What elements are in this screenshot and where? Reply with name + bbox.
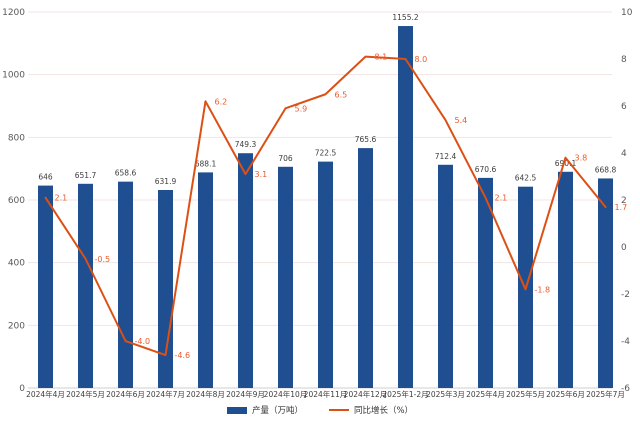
x-axis-label: 2025年3月 [426, 389, 465, 399]
right-axis-tick-label: 0 [621, 243, 627, 253]
line-value-label: -0.5 [95, 255, 111, 264]
bar-value-label: 749.3 [235, 140, 257, 149]
x-axis-label: 2025年6月 [546, 389, 585, 399]
bar [398, 26, 413, 389]
right-axis-tick-label: 6 [621, 102, 627, 112]
right-axis-tick-label: 4 [621, 149, 627, 159]
left-axis-tick-label: 1000 [2, 71, 25, 81]
left-axis-tick-label: 800 [8, 133, 25, 143]
line-value-label: 6.2 [215, 97, 228, 106]
line-value-label: 2.1 [495, 194, 508, 203]
x-axis-label: 2024年9月 [226, 389, 265, 399]
x-axis-label: 2024年7月 [146, 389, 185, 399]
x-axis-label: 2025年7月 [586, 389, 625, 399]
bar [318, 161, 333, 388]
yoy-growth-line [44, 55, 607, 357]
bar [78, 183, 93, 388]
bar [38, 185, 53, 388]
bar-value-label: 631.9 [155, 177, 177, 186]
bar-value-label: 722.5 [315, 149, 337, 158]
line-series-swatch [328, 408, 349, 412]
x-axis-label: 2024年12月 [344, 389, 388, 399]
line-value-label: 8.1 [375, 53, 388, 62]
bar [158, 190, 173, 388]
line-value-label: -4.6 [175, 351, 191, 360]
x-axis-label: 2024年5月 [66, 389, 105, 399]
bar [198, 172, 213, 388]
line-value-label: 5.4 [455, 116, 468, 125]
bar [278, 166, 293, 388]
right-axis-tick-label: -4 [621, 337, 630, 347]
right-axis-tick-label: 2 [621, 196, 627, 206]
right-axis-tick-label: 10 [621, 8, 633, 18]
legend: 产量（万吨） 同比增长（%） [0, 404, 640, 416]
bar-value-label: 642.5 [515, 174, 537, 183]
left-axis-tick-label: 600 [8, 196, 25, 206]
line-value-label: 6.5 [335, 90, 348, 99]
line-value-label: 2.1 [55, 194, 68, 203]
left-axis-tick-label: 1200 [2, 8, 25, 18]
left-axis-tick-label: 400 [8, 259, 25, 269]
bar-series-swatch [226, 406, 247, 414]
x-axis-label: 2025年1-2月 [382, 389, 428, 399]
right-axis-tick-label: -2 [621, 290, 630, 300]
line-value-label: 8.0 [415, 55, 428, 64]
line-value-label: 1.7 [615, 203, 628, 212]
bar-value-label: 765.6 [355, 135, 377, 144]
legend-label-production: 产量（万吨） [251, 406, 303, 416]
bar [558, 171, 573, 388]
x-axis-label: 2024年10月 [264, 389, 308, 399]
x-axis-label: 2024年4月 [26, 389, 65, 399]
bar [358, 148, 373, 388]
line-value-label: 3.1 [255, 170, 268, 179]
legend-item-production: 产量（万吨） [226, 404, 303, 416]
x-axis-label: 2024年11月 [304, 389, 348, 399]
x-axis-label: 2025年4月 [466, 389, 505, 399]
bar-value-label: 668.8 [595, 165, 617, 174]
x-axis-label: 2024年6月 [106, 389, 145, 399]
x-axis-label: 2024年8月 [186, 389, 225, 399]
left-axis-tick-label: 0 [19, 384, 25, 394]
line-value-label: 3.8 [575, 154, 588, 163]
bar-value-label: 712.4 [435, 152, 457, 161]
left-axis-tick-label: 200 [8, 321, 25, 331]
bar-value-label: 688.1 [195, 159, 217, 168]
right-axis-tick-label: -6 [621, 384, 630, 394]
right-axis-tick-label: 8 [621, 55, 627, 65]
bar-value-label: 670.6 [475, 165, 497, 174]
line-value-label: 5.9 [295, 104, 308, 113]
line-value-label: -1.8 [535, 285, 551, 294]
bar-value-label: 706 [278, 154, 293, 163]
bar-value-label: 646 [38, 173, 53, 182]
bar [118, 181, 133, 388]
legend-label-yoy-growth: 同比增长（%） [353, 406, 414, 416]
bar [598, 178, 613, 388]
line-value-label: -4.0 [135, 337, 151, 346]
bar-value-label: 658.6 [115, 169, 137, 178]
bar [438, 164, 453, 388]
bar-value-label: 690.1 [555, 159, 577, 168]
bar [478, 177, 493, 388]
bar-value-label: 1155.2 [392, 13, 418, 22]
legend-item-yoy-growth: 同比增长（%） [328, 404, 414, 416]
x-axis-label: 2025年5月 [506, 389, 545, 399]
bar [238, 153, 253, 388]
bar-value-label: 651.7 [75, 171, 97, 180]
